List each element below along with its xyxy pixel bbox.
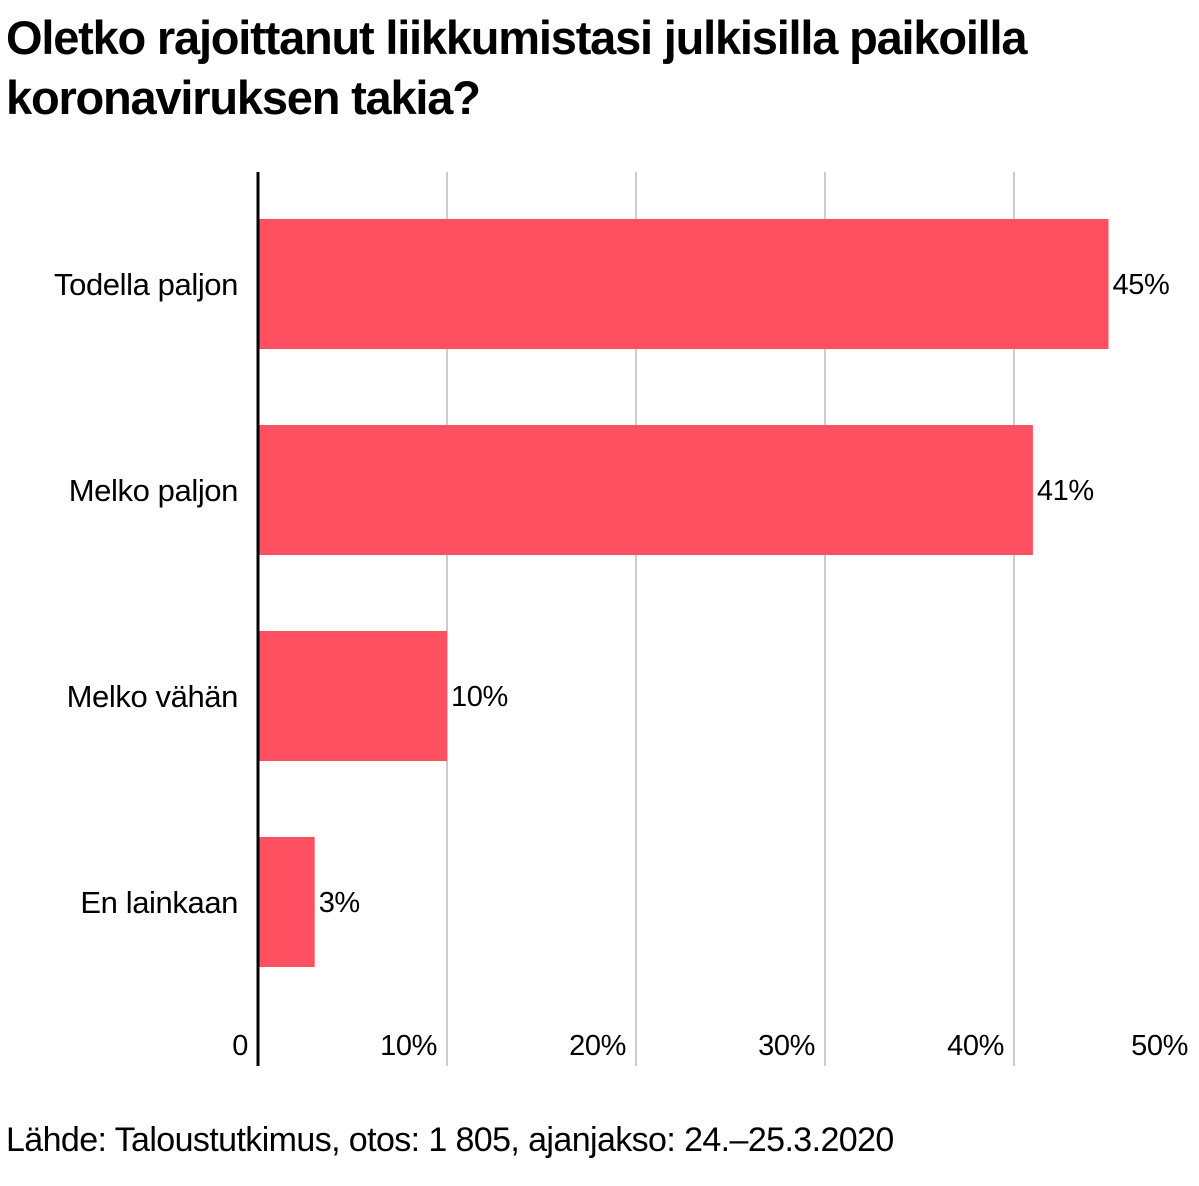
bars [259,219,1109,967]
value-labels: 45% 41% 10% 3% [319,269,1170,919]
category-labels: Todella paljon Melko paljon Melko vähän En … [54,267,238,920]
tick-label-20: 20% [569,1030,626,1062]
value-label-4: 3% [319,887,360,919]
value-label-2: 41% [1037,475,1094,507]
tick-label-50: 50% [1131,1030,1188,1062]
tick-label-30: 30% [758,1030,815,1062]
bar-1 [259,219,1109,349]
bar-2 [259,425,1033,555]
category-label-4: En lainkaan [80,885,238,920]
category-label-1: Todella paljon [54,267,238,302]
source-note: Lähde: Taloustutkimus, otos: 1 805, ajan… [6,1121,894,1159]
bar-4 [259,837,315,967]
tick-label-10: 10% [380,1030,437,1062]
tick-labels: 0 10% 20% 30% 40% 50% [232,1030,1188,1062]
category-label-2: Melko paljon [69,473,238,508]
tick-label-0: 0 [232,1030,248,1062]
bar-3 [259,631,447,761]
chart-title: Oletko rajoittanut liikkumistasi julkisi… [6,11,1028,124]
value-label-3: 10% [451,681,508,713]
tick-label-40: 40% [947,1030,1004,1062]
value-label-1: 45% [1113,269,1170,301]
category-label-3: Melko vähän [67,679,238,714]
